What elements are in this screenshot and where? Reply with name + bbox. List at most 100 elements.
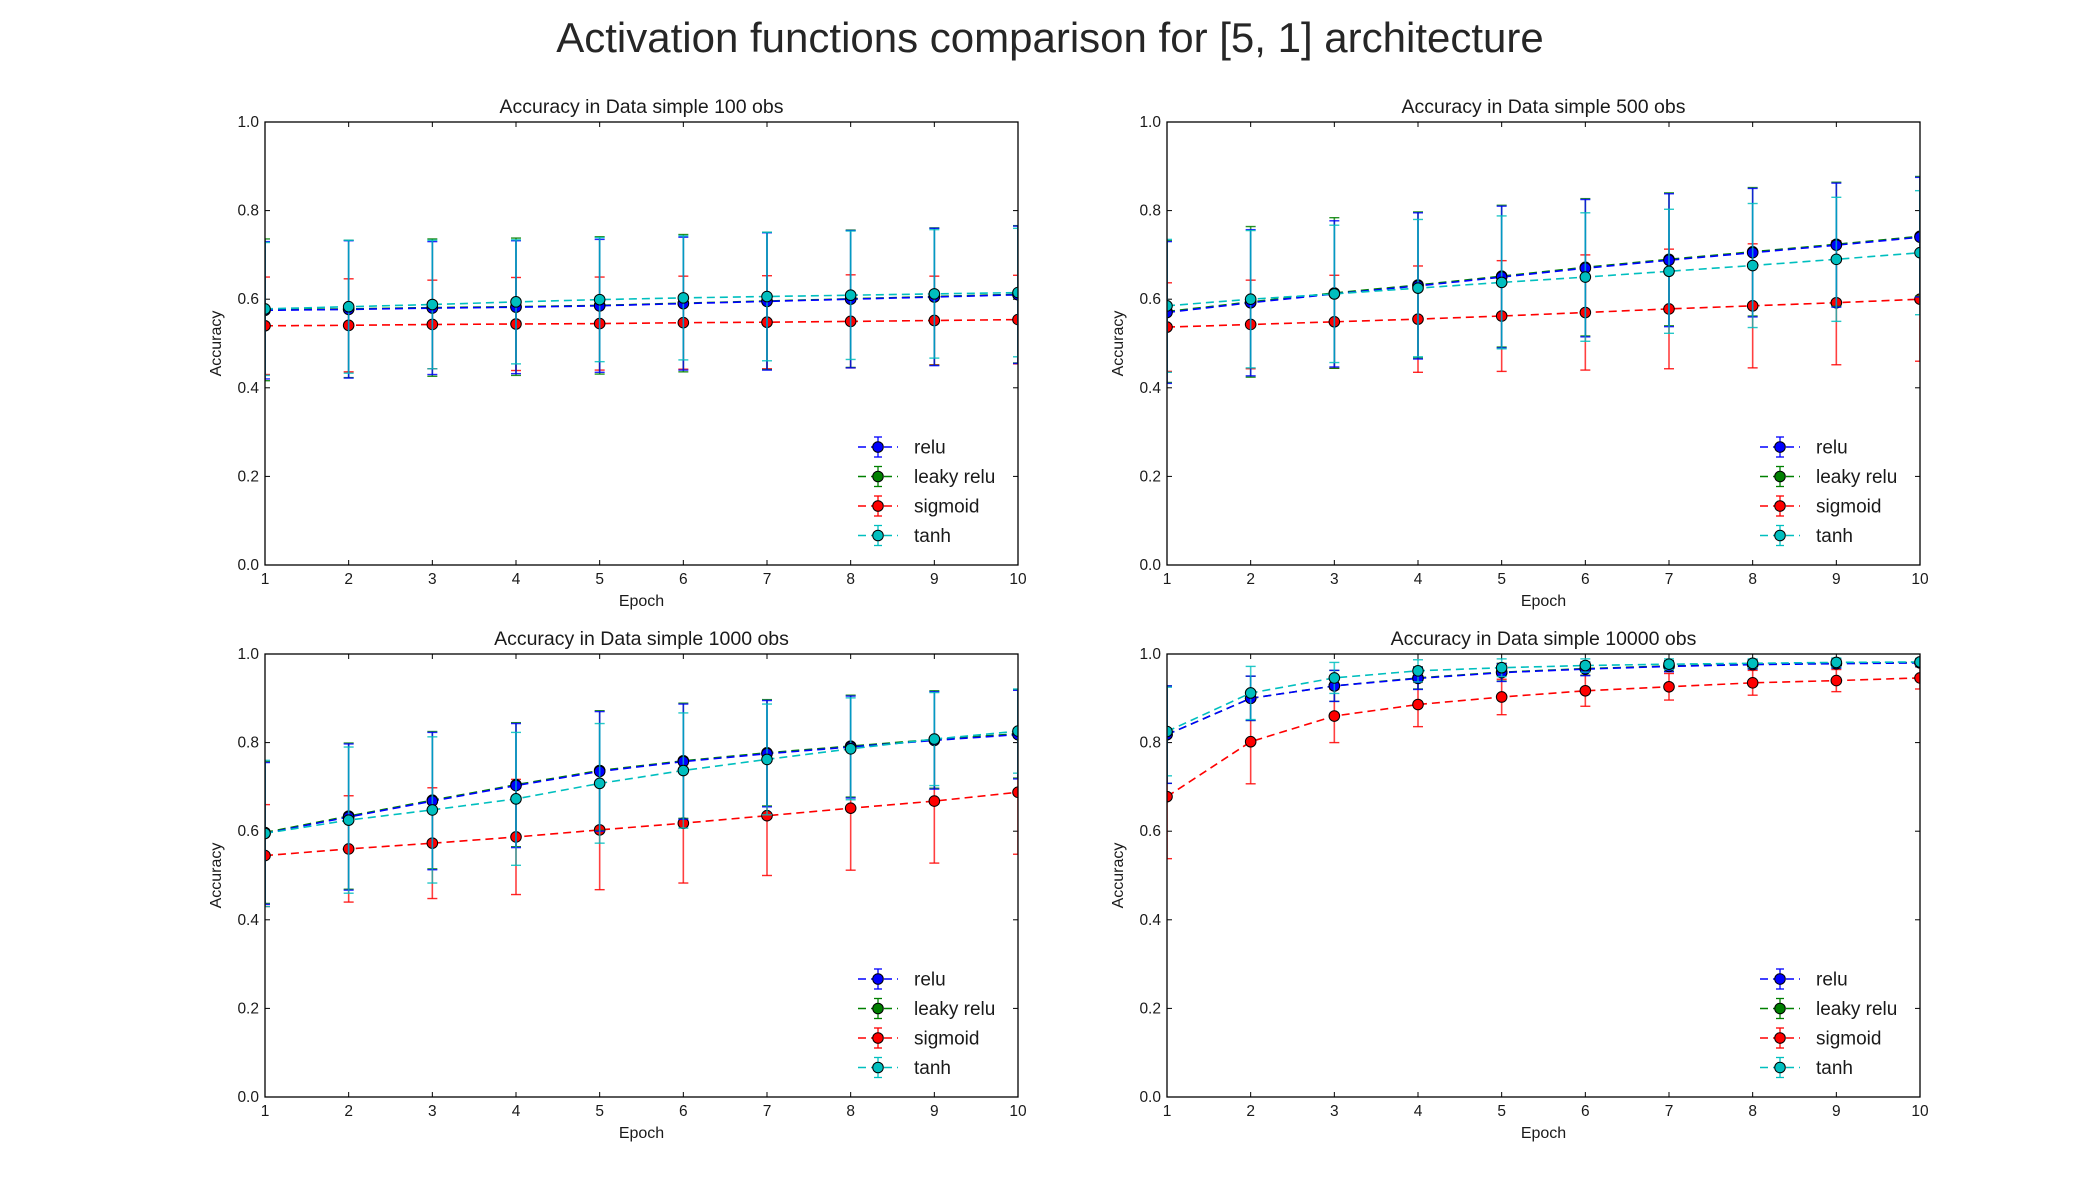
legend-label: sigmoid	[1816, 1029, 1881, 1050]
y-tick-label: 0.2	[237, 468, 259, 485]
x-tick-label: 8	[1748, 571, 1757, 588]
legend-label: sigmoid	[914, 497, 979, 518]
data-point	[1244, 687, 1257, 699]
legend-marker	[1774, 1061, 1786, 1074]
data-point	[1244, 735, 1257, 748]
legend-entry-leaky-relu: leaky relu	[858, 997, 995, 1020]
data-point	[1495, 276, 1508, 289]
data-point	[1746, 676, 1759, 689]
data-point	[844, 289, 857, 302]
legend: relu leaky relu sigmoid tanh	[1760, 968, 1897, 1079]
y-tick-label: 0.2	[1139, 1000, 1161, 1017]
legend-entry-sigmoid: sigmoid	[858, 1027, 979, 1050]
legend-label: tanh	[914, 526, 951, 547]
x-tick-label: 10	[1911, 571, 1929, 588]
x-tick-label: 7	[1665, 1103, 1674, 1120]
x-tick-label: 5	[595, 571, 604, 588]
x-tick-label: 9	[930, 1103, 939, 1120]
series-leaky-relu	[265, 688, 1018, 905]
data-point	[1412, 698, 1424, 711]
legend-label: leaky relu	[1816, 999, 1897, 1020]
data-point	[677, 764, 690, 777]
data-point	[1012, 286, 1018, 299]
series-tanh	[1167, 189, 1920, 373]
series-line	[1167, 661, 1920, 736]
series-line	[265, 791, 1018, 857]
series-line	[265, 294, 1018, 312]
data-point	[844, 802, 857, 814]
data-point	[761, 290, 773, 303]
series-line	[265, 318, 1018, 327]
series-tanh	[265, 227, 1018, 377]
x-tick-label: 5	[595, 1103, 604, 1120]
y-tick-label: 1.0	[1139, 114, 1161, 131]
series-line	[265, 291, 1018, 310]
x-tick-label: 1	[261, 571, 270, 588]
plot-area	[1167, 656, 1920, 860]
series-sigmoid	[1167, 666, 1920, 860]
data-point	[1830, 656, 1843, 669]
y-axis-label: Accuracy	[208, 843, 225, 909]
x-tick-label: 8	[1748, 1103, 1757, 1120]
x-tick-label: 2	[1246, 571, 1255, 588]
legend-marker	[872, 973, 884, 985]
y-axis-label: Accuracy	[208, 311, 225, 377]
legend-marker	[1774, 1032, 1786, 1044]
data-point	[928, 288, 941, 300]
x-tick-label: 4	[1414, 571, 1423, 588]
y-tick-label: 0.4	[1139, 380, 1161, 397]
x-tick-label: 9	[930, 571, 939, 588]
data-point	[1167, 790, 1173, 803]
legend-entry-tanh: tanh	[858, 524, 951, 547]
series-line	[265, 293, 1018, 311]
series-line	[265, 733, 1018, 835]
data-point	[593, 293, 606, 306]
legend-label: tanh	[914, 1058, 951, 1079]
legend-entry-relu: relu	[858, 968, 946, 991]
data-point	[1012, 725, 1018, 737]
x-tick-label: 3	[428, 1103, 437, 1120]
y-tick-label: 1.0	[237, 646, 259, 663]
y-tick-label: 0.2	[237, 1000, 259, 1017]
legend-entry-leaky-relu: leaky relu	[1760, 465, 1897, 488]
x-axis-label: Epoch	[1521, 593, 1566, 610]
x-tick-label: 1	[1163, 571, 1172, 588]
plot-area	[1167, 175, 1920, 385]
x-tick-label: 6	[679, 1103, 688, 1120]
series-line	[1167, 235, 1920, 313]
x-axis-label: Epoch	[619, 1125, 664, 1142]
legend-entry-sigmoid: sigmoid	[1760, 495, 1881, 518]
series-line	[1167, 251, 1920, 307]
legend-marker	[1774, 470, 1786, 483]
y-tick-label: 0.4	[237, 380, 259, 397]
series-sigmoid	[265, 729, 1018, 908]
series-line	[1167, 298, 1920, 328]
legend-marker	[872, 529, 884, 542]
legend-marker	[1774, 529, 1786, 542]
series-line	[265, 730, 1018, 835]
data-point	[1412, 282, 1424, 294]
x-tick-label: 6	[1581, 571, 1590, 588]
data-point	[342, 300, 355, 313]
data-point	[510, 296, 522, 308]
data-point	[1012, 786, 1018, 799]
chart-title: Accuracy in Data simple 100 obs	[500, 96, 784, 118]
y-tick-label: 0.0	[237, 557, 259, 574]
figure-title: Activation functions comparison for [5, …	[556, 14, 1543, 61]
data-point	[1579, 271, 1592, 283]
series-tanh	[1167, 656, 1920, 777]
legend-marker	[872, 1032, 884, 1044]
x-tick-label: 10	[1009, 1103, 1027, 1120]
x-tick-label: 3	[1330, 571, 1339, 588]
legend-label: relu	[1816, 970, 1848, 991]
x-tick-label: 8	[846, 571, 855, 588]
legend-entry-tanh: tanh	[1760, 524, 1853, 547]
series-leaky-relu	[265, 224, 1018, 382]
series-relu	[1167, 657, 1920, 785]
x-tick-label: 2	[1246, 1103, 1255, 1120]
data-point	[1167, 300, 1173, 312]
x-tick-label: 7	[763, 571, 772, 588]
legend-marker	[872, 441, 884, 453]
series-line	[1167, 236, 1920, 314]
legend-label: leaky relu	[914, 999, 995, 1020]
